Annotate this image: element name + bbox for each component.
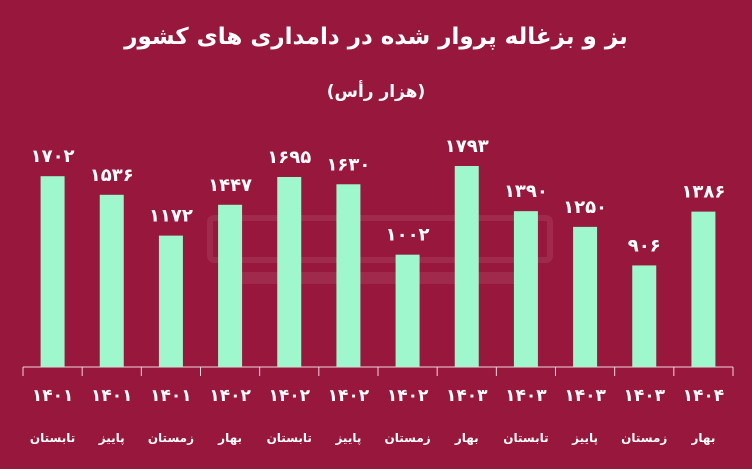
data-label: ۱۵۳۶ bbox=[90, 165, 134, 186]
bar bbox=[513, 211, 538, 367]
x-tick-season: زمستان bbox=[148, 431, 194, 445]
x-tick-year: ۱۴۰۱ bbox=[91, 386, 133, 406]
bar bbox=[691, 211, 716, 367]
data-label: ۱۱۷۲ bbox=[149, 206, 193, 227]
data-label: ۱۷۰۲ bbox=[31, 146, 75, 167]
x-tick-season: پاییز bbox=[571, 431, 598, 445]
x-tick-season: تابستان bbox=[30, 431, 75, 445]
x-tick-season: بهار bbox=[454, 431, 479, 445]
data-label: ۱۶۳۰ bbox=[326, 154, 370, 175]
x-tick-year: ۱۴۰۱ bbox=[150, 386, 192, 406]
data-label: ۱۴۴۷ bbox=[208, 175, 252, 196]
x-tick-season: پاییز bbox=[98, 431, 125, 445]
data-label: ۱۳۹۰ bbox=[504, 181, 548, 202]
x-tick-year: ۱۴۰۱ bbox=[32, 386, 74, 406]
bar bbox=[573, 226, 598, 367]
chart-subtitle: (هزار رأس) bbox=[326, 82, 426, 102]
x-tick-season: تابستان bbox=[503, 431, 548, 445]
data-label: ۱۳۸۶ bbox=[681, 182, 725, 203]
x-tick-season: تابستان bbox=[267, 431, 312, 445]
x-tick-season: زمستان bbox=[621, 431, 667, 445]
x-tick-year: ۱۴۰۳ bbox=[446, 386, 488, 406]
bar bbox=[158, 235, 183, 367]
data-label: ۹۰۶ bbox=[628, 235, 661, 256]
x-tick-year: ۱۴۰۲ bbox=[387, 386, 429, 406]
chart-title: بز و بزغاله پروار شده در دامداری های کشو… bbox=[124, 24, 628, 50]
bar bbox=[336, 184, 361, 367]
bar bbox=[395, 254, 420, 367]
data-label: ۱۷۹۳ bbox=[445, 136, 489, 157]
x-tick-year: ۱۴۰۳ bbox=[505, 386, 547, 406]
x-tick-year: ۱۴۰۲ bbox=[268, 386, 310, 406]
data-label: ۱۶۹۵ bbox=[267, 147, 311, 168]
x-tick-year: ۱۴۰۳ bbox=[623, 386, 665, 406]
x-tick-year: ۱۴۰۴ bbox=[683, 386, 725, 406]
x-tick-season: زمستان bbox=[384, 431, 430, 445]
bar bbox=[632, 265, 657, 367]
x-tick-season: بهار bbox=[217, 431, 242, 445]
bar bbox=[40, 176, 65, 367]
x-tick-year: ۱۴۰۲ bbox=[328, 386, 370, 406]
bar bbox=[218, 204, 243, 367]
bar bbox=[454, 166, 479, 367]
bar bbox=[277, 176, 302, 367]
x-tick-season: بهار bbox=[690, 431, 715, 445]
data-label: ۱۲۵۰ bbox=[563, 197, 607, 218]
x-tick-year: ۱۴۰۳ bbox=[564, 386, 606, 406]
bar bbox=[99, 194, 124, 367]
watermark-logo bbox=[207, 215, 553, 284]
data-label: ۱۰۰۲ bbox=[386, 225, 430, 246]
x-tick-year: ۱۴۰۲ bbox=[209, 386, 251, 406]
x-tick-season: پاییز bbox=[334, 431, 361, 445]
